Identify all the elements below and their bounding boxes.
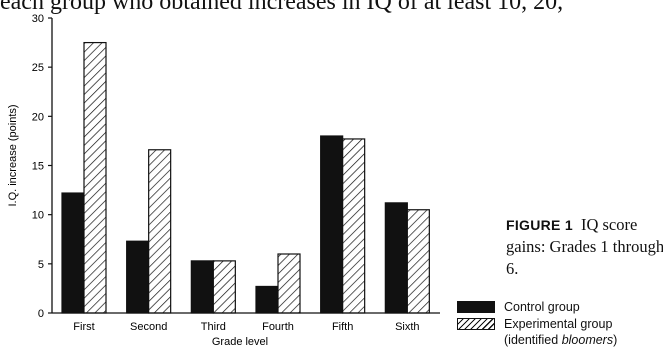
bar-experimental-sixth [406, 209, 430, 314]
x-axis-ticks: First Second Third Fourth Fifth Sixth [73, 321, 419, 333]
y-tick-label: 15 [32, 161, 44, 173]
bar-control-sixth [384, 202, 408, 314]
bar-control-third [190, 260, 214, 314]
x-tick-label: Fifth [332, 321, 353, 333]
legend: Control group Experimental group (identi… [457, 298, 617, 348]
bar-experimental-fourth [277, 253, 301, 314]
bar-experimental-fifth [342, 138, 366, 314]
legend-label-control: Control group [504, 299, 580, 314]
figure-label: FIGURE 1 [506, 217, 573, 233]
bars-group [61, 41, 430, 314]
y-tick-label: 10 [32, 210, 44, 222]
y-tick-label: 25 [32, 62, 44, 74]
bar-chart: 0 5 10 15 20 25 30 First Second Third Fourth Fifth… [7, 13, 440, 348]
legend-label-experimental-sub: (identified bloomers) [504, 333, 618, 347]
bar-experimental-second [148, 149, 172, 314]
y-tick-label: 0 [38, 308, 44, 320]
x-tick-label: Third [201, 321, 226, 333]
legend-item-experimental: Experimental group [457, 315, 617, 332]
caption-text: IQ score gains: Grades 1 through 6. [506, 215, 663, 278]
y-tick-label: 20 [32, 111, 44, 123]
bar-control-fifth [320, 135, 344, 314]
header-text-fragment: each group who obtained increases in IQ … [0, 0, 564, 15]
bar-control-second [126, 240, 150, 314]
legend-swatch-experimental [457, 317, 495, 330]
x-tick-label: Second [130, 321, 167, 333]
legend-label-experimental: Experimental group [504, 316, 613, 331]
bar-control-first [61, 192, 85, 314]
bar-experimental-first [83, 41, 107, 314]
y-axis-label: I.Q. increase (points) [7, 104, 19, 206]
x-axis-label: Grade level [212, 336, 268, 348]
x-tick-label: First [73, 321, 94, 333]
bar-experimental-third [212, 260, 236, 314]
bar-control-fourth [255, 285, 279, 314]
x-tick-label: Fourth [262, 321, 294, 333]
y-tick-label: 30 [32, 13, 44, 25]
legend-item-control: Control group [457, 298, 617, 315]
y-axis-ticks: 0 5 10 15 20 25 30 [32, 13, 52, 320]
x-tick-label: Sixth [395, 321, 419, 333]
y-tick-label: 5 [38, 259, 44, 271]
legend-swatch-control [457, 300, 495, 313]
figure-caption: FIGURE 1 IQ score gains: Grades 1 through… [506, 214, 663, 280]
